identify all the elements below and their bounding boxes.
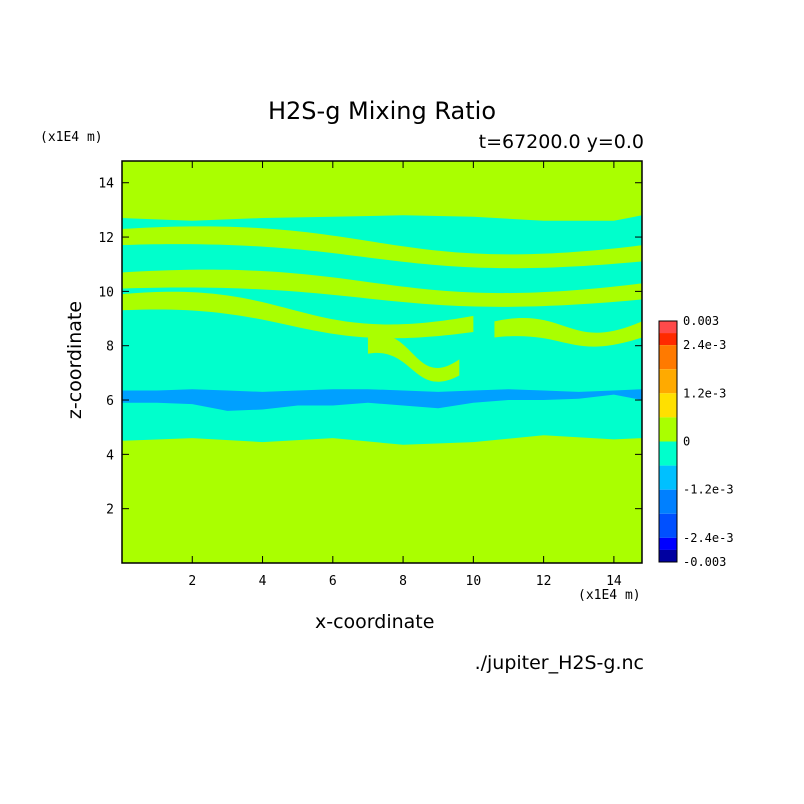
x-tick-label: 8 bbox=[399, 574, 407, 589]
colorbar-level bbox=[659, 393, 677, 418]
y-tick-label: 4 bbox=[106, 448, 114, 463]
source-file-label: ./jupiter_H2S-g.nc bbox=[474, 652, 644, 674]
x-tick-label: 10 bbox=[466, 574, 482, 589]
colorbar-level bbox=[659, 333, 677, 346]
x-tick-label: 4 bbox=[259, 574, 267, 589]
y-tick-label: 14 bbox=[98, 177, 114, 192]
y-tick-label: 8 bbox=[106, 340, 114, 355]
field-positive-streak-3 bbox=[122, 291, 474, 339]
chart-title: H2S-g Mixing Ratio bbox=[267, 97, 496, 125]
colorbar-level bbox=[659, 345, 677, 370]
field-positive-streak-1 bbox=[122, 226, 642, 269]
colorbar-level bbox=[659, 369, 677, 394]
colorbar-tick-label: -1.2e-3 bbox=[683, 483, 734, 497]
colorbar-level bbox=[659, 321, 677, 334]
field-positive-streak-2 bbox=[122, 269, 642, 307]
x-axis-label: x-coordinate bbox=[315, 611, 435, 633]
colorbar-tick-label: 1.2e-3 bbox=[683, 386, 726, 400]
plot-frame bbox=[121, 160, 643, 564]
x-tick-label: 12 bbox=[536, 574, 552, 589]
y-axis-unit: (x1E4 m) bbox=[40, 130, 103, 145]
colorbar-tick-label: -2.4e-3 bbox=[683, 531, 734, 545]
field-positive-streak-5 bbox=[494, 317, 642, 347]
colorbar-level bbox=[659, 489, 677, 514]
colorbar-level bbox=[659, 537, 677, 550]
colorbar-tick-label: -0.003 bbox=[683, 555, 726, 569]
y-tick-label: 12 bbox=[98, 231, 114, 246]
y-tick-label: 10 bbox=[98, 285, 114, 300]
colorbar-level bbox=[659, 465, 677, 490]
x-axis-unit: (x1E4 m) bbox=[578, 588, 641, 603]
y-tick-label: 2 bbox=[106, 503, 114, 518]
colorbar-level bbox=[659, 549, 677, 562]
x-tick-label: 2 bbox=[188, 574, 196, 589]
colorbar-tick-label: 0 bbox=[683, 435, 690, 449]
colorbar-level bbox=[659, 441, 677, 466]
x-tick-label: 6 bbox=[329, 574, 337, 589]
field-region-2 bbox=[122, 389, 642, 411]
x-tick-label: 14 bbox=[606, 574, 622, 589]
field-positive-streak-4 bbox=[367, 335, 460, 382]
colorbar-level bbox=[659, 417, 677, 442]
colorbar-tick-label: 0.003 bbox=[683, 314, 719, 328]
colorbar-level bbox=[659, 513, 677, 538]
colorbar-frame bbox=[658, 320, 678, 563]
colorbar-tick-label: 2.4e-3 bbox=[683, 338, 726, 352]
y-tick-label: 6 bbox=[106, 394, 114, 409]
chart-subtitle: t=67200.0 y=0.0 bbox=[478, 131, 644, 153]
